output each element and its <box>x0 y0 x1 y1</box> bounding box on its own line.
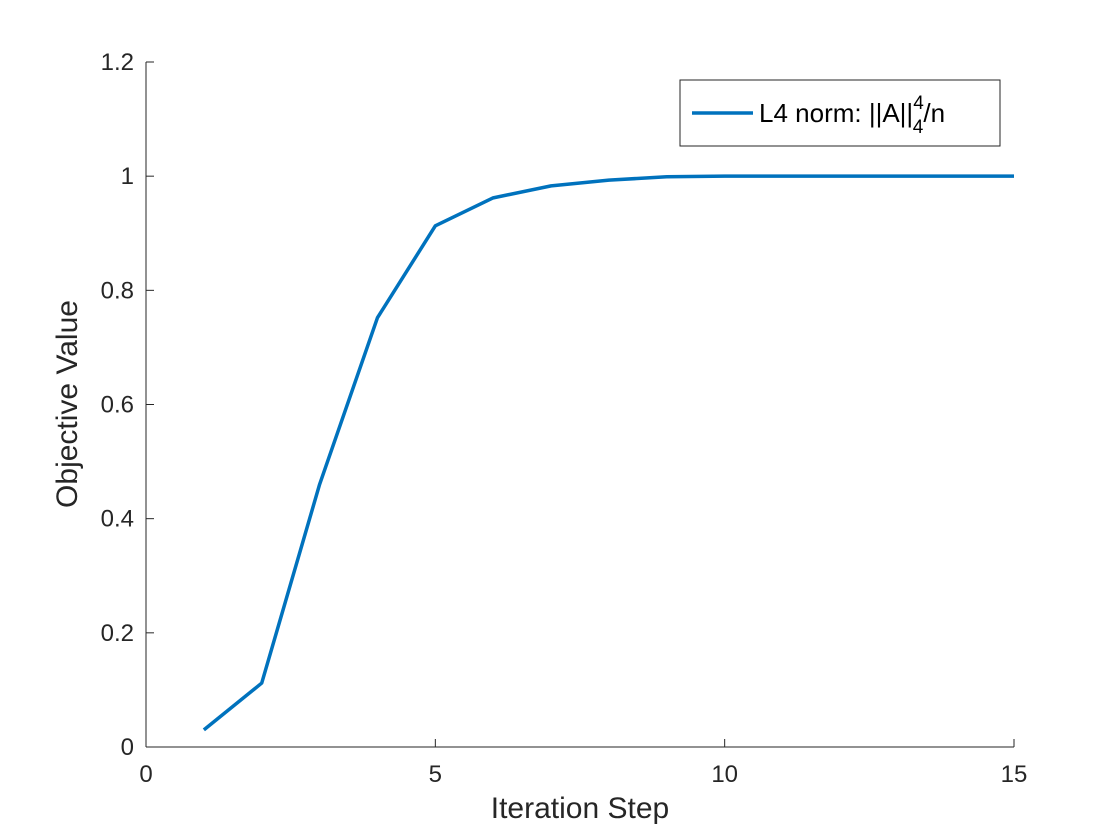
legend-label-subscript: 4 <box>913 117 924 138</box>
x-tick-label: 0 <box>139 761 152 788</box>
x-axis-title: Iteration Step <box>491 792 669 825</box>
y-axis-title: Objective Value <box>51 300 84 508</box>
series-layer <box>202 174 1014 732</box>
y-tick-label: 1 <box>121 163 134 190</box>
y-tick-label: 1.2 <box>101 49 134 76</box>
series-line <box>202 174 1014 732</box>
legend: L4 norm: ||A||4 4/n <box>679 79 1001 147</box>
x-tick-label: 15 <box>1001 761 1028 788</box>
y-tick-label: 0.4 <box>101 506 134 533</box>
legend-label-superscript: 4 <box>913 93 924 114</box>
x-tick-label: 10 <box>711 761 738 788</box>
legend-label-text: L4 norm: ||A|| <box>759 98 913 128</box>
y-tick-label: 0.2 <box>101 620 134 647</box>
y-tick-label: 0.8 <box>101 277 134 304</box>
y-tick-label: 0 <box>121 734 134 761</box>
legend-label: L4 norm: ||A||4 4/n <box>759 93 945 138</box>
x-tick-label: 5 <box>429 761 442 788</box>
axes: 0 0.2 0.4 0.6 0.8 1 1.2 0 5 10 15 <box>101 49 1028 788</box>
y-tick-label: 0.6 <box>101 392 134 419</box>
legend-label-suffix: /n <box>923 98 945 128</box>
